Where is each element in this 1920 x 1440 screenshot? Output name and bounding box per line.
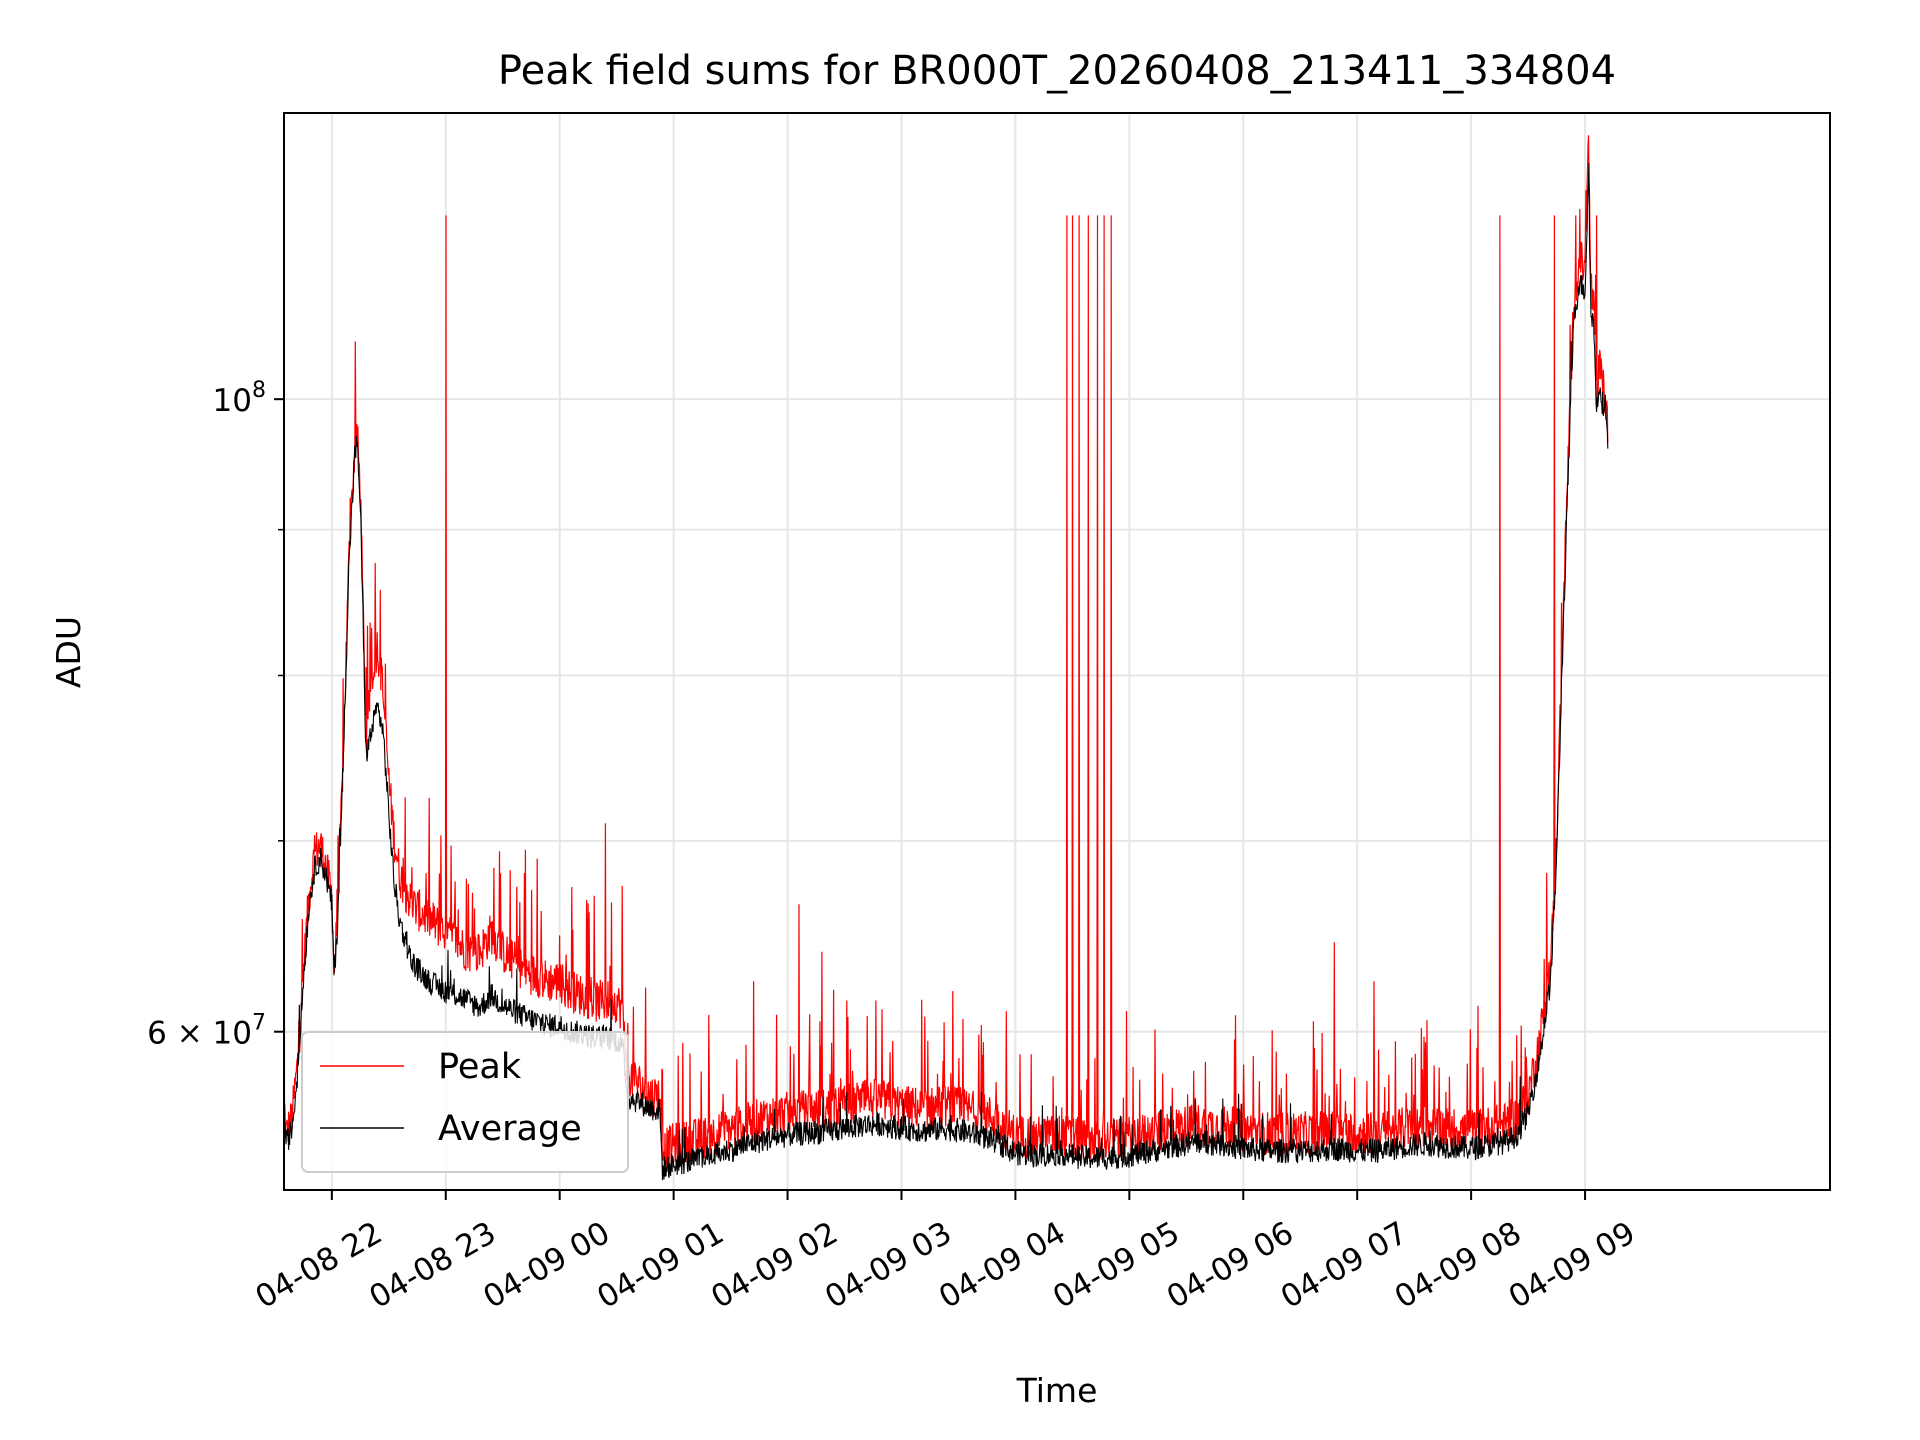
x-axis-title: Time bbox=[1016, 1371, 1098, 1410]
y-axis-title: ADU bbox=[49, 616, 88, 688]
legend-label-peak: Peak bbox=[438, 1047, 522, 1087]
series-line-peak bbox=[284, 135, 1609, 1171]
y-tick-label-base: 10 bbox=[213, 383, 252, 419]
y-tick-label: 6 × 107 bbox=[147, 1011, 266, 1052]
chart-title: Peak field sums for BR000T_20260408_2134… bbox=[498, 48, 1616, 94]
series-layer bbox=[284, 135, 1609, 1181]
y-tick-label: 108 bbox=[213, 378, 266, 419]
y-tick-label-exponent: 8 bbox=[252, 378, 266, 403]
legend-label-average: Average bbox=[438, 1109, 582, 1149]
series-line-average bbox=[284, 163, 1609, 1181]
y-tick-label-exponent: 7 bbox=[252, 1011, 266, 1036]
legend: Peak Average bbox=[301, 1031, 629, 1173]
y-tick-label-base: 6 × 10 bbox=[147, 1016, 252, 1052]
legend-box bbox=[301, 1031, 629, 1173]
plot-area-frame bbox=[283, 112, 1831, 1191]
